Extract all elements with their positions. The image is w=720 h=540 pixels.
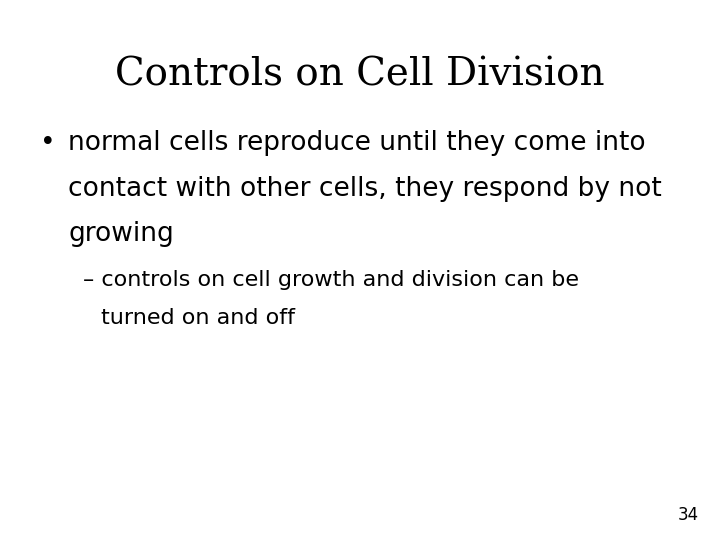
- Text: 34: 34: [678, 506, 698, 524]
- Text: – controls on cell growth and division can be: – controls on cell growth and division c…: [83, 270, 579, 290]
- Text: growing: growing: [68, 221, 174, 247]
- Text: Controls on Cell Division: Controls on Cell Division: [115, 57, 605, 94]
- Text: turned on and off: turned on and off: [101, 308, 294, 328]
- Text: contact with other cells, they respond by not: contact with other cells, they respond b…: [68, 176, 662, 201]
- Text: normal cells reproduce until they come into: normal cells reproduce until they come i…: [68, 130, 646, 156]
- Text: •: •: [40, 130, 55, 156]
